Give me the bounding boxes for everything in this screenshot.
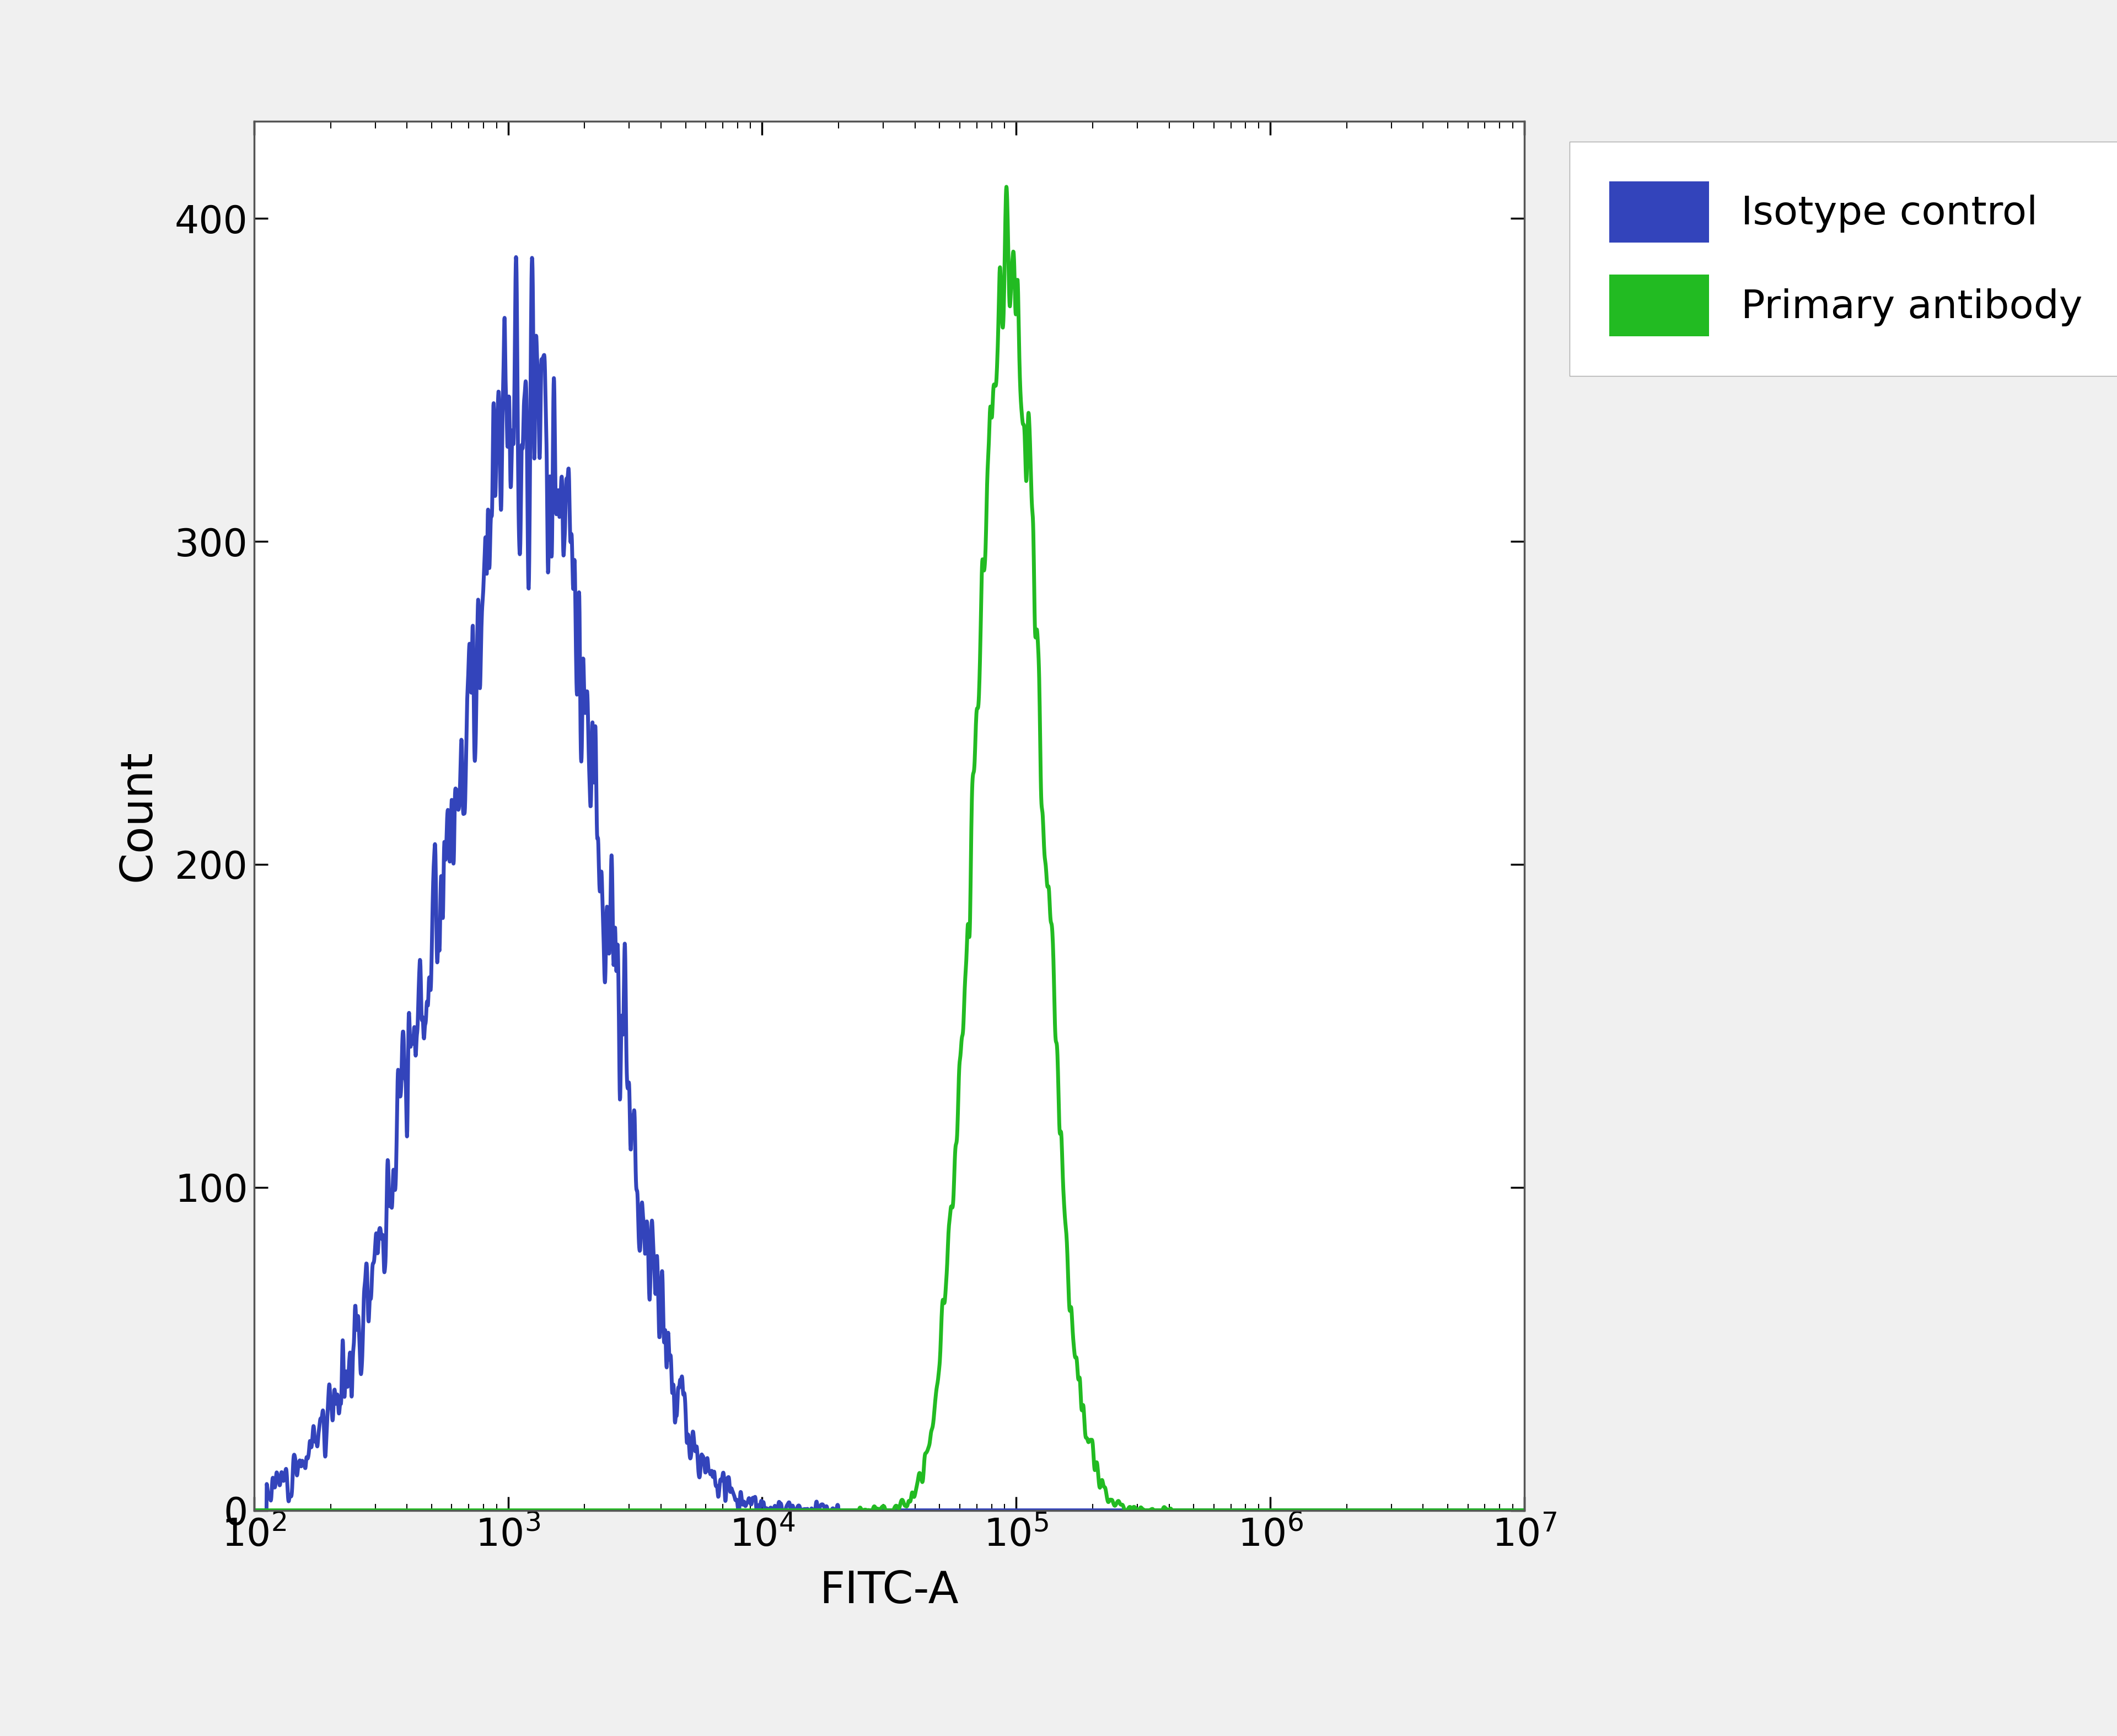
Legend: Isotype control, Primary antibody: Isotype control, Primary antibody [1569,141,2117,377]
Y-axis label: Count: Count [116,750,159,882]
X-axis label: FITC-A: FITC-A [819,1569,959,1613]
